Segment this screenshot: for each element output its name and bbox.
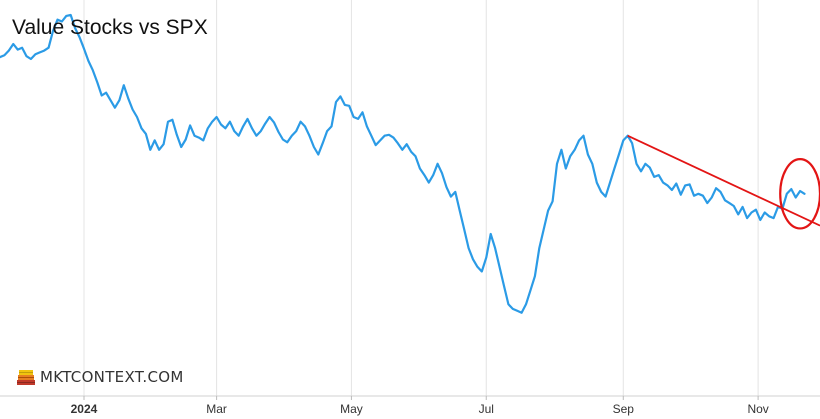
tick-label-sep: Sep: [613, 402, 635, 416]
chart-title: Value Stocks vs SPX: [12, 16, 208, 39]
watermark-logo: MKTCONTEXT.COM: [16, 367, 184, 387]
tick-label-mar: Mar: [206, 402, 227, 416]
series-line: [0, 13, 806, 314]
stacked-books-icon: [17, 370, 35, 385]
tick-label-2024: 2024: [71, 402, 98, 416]
watermark-text: MKTCONTEXT.COM: [40, 368, 184, 386]
trendline: [627, 134, 820, 227]
tick-label-may: May: [340, 402, 363, 416]
tick-label-nov: Nov: [747, 402, 768, 416]
x-axis-ticks: 2024 Mar May Jul Sep Nov: [71, 396, 769, 416]
vertical-gridlines: [83, 0, 759, 396]
tick-label-jul: Jul: [479, 402, 494, 416]
